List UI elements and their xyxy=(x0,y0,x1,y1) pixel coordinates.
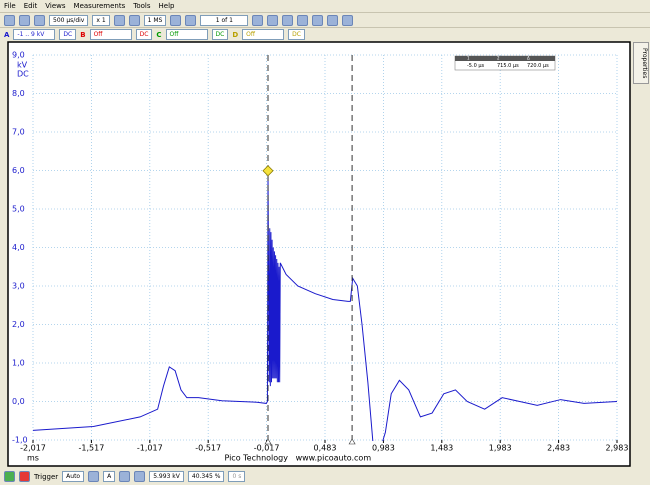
channel-coupling[interactable]: DC xyxy=(59,29,77,40)
stop-button[interactable] xyxy=(19,471,30,482)
icon[interactable] xyxy=(312,14,324,26)
y-unit: kV xyxy=(17,61,28,70)
x-tick-label: -1,017 xyxy=(137,444,163,453)
y-tick-label: 5,0 xyxy=(12,205,25,214)
buffer[interactable]: 1 of 1 xyxy=(200,14,249,26)
menu-bar: File Edit Views Measurements Tools Help xyxy=(0,0,650,13)
x-tick-label: -2,017 xyxy=(20,444,46,453)
channel-coupling[interactable]: DC xyxy=(135,29,153,40)
menu-item[interactable]: Measurements xyxy=(73,2,126,10)
icon[interactable] xyxy=(128,14,140,26)
delay[interactable]: 0 s xyxy=(228,471,246,482)
channel-coupling[interactable]: DC xyxy=(288,29,305,40)
menu-item[interactable]: Help xyxy=(158,2,175,10)
channel-coupling[interactable]: DC xyxy=(211,29,229,40)
icon[interactable] xyxy=(113,14,125,26)
ruler-header: 1 xyxy=(467,56,470,61)
channel-range[interactable]: Off xyxy=(165,29,208,40)
ruler-header: Δ xyxy=(527,56,530,61)
channel-range[interactable]: Off xyxy=(242,29,285,40)
y-tick-label: 3,0 xyxy=(12,282,25,291)
run-button[interactable] xyxy=(4,471,15,482)
status-bar: Trigger Auto A 5.993 kV 40.345 % 0 s xyxy=(0,468,650,485)
icon[interactable] xyxy=(327,14,339,26)
icon[interactable] xyxy=(170,14,182,26)
zoom[interactable]: x 1 xyxy=(92,14,110,26)
ruler-table-header xyxy=(455,56,555,61)
frame xyxy=(7,41,631,467)
icon[interactable] xyxy=(282,14,294,26)
waveform xyxy=(32,170,618,441)
icon[interactable] xyxy=(185,14,197,26)
y-tick-label: 1,0 xyxy=(12,359,25,368)
x-tick-label: 0,983 xyxy=(372,444,395,453)
y-tick-label: 7,0 xyxy=(12,128,25,137)
menu-item[interactable]: Tools xyxy=(133,2,151,10)
icon[interactable] xyxy=(252,14,264,26)
icon[interactable] xyxy=(4,14,15,26)
x-tick-label: 0,483 xyxy=(314,444,337,453)
y-tick-label: 8,0 xyxy=(12,89,25,98)
icon[interactable] xyxy=(134,471,146,482)
ruler-handle xyxy=(264,438,272,445)
x-tick-label: 2,983 xyxy=(606,444,629,453)
y-tick-label: -1,0 xyxy=(12,436,28,445)
channel-range[interactable]: Off xyxy=(89,29,132,40)
channel-name[interactable]: B xyxy=(80,30,86,39)
icon[interactable] xyxy=(342,14,354,26)
icon[interactable] xyxy=(297,14,309,26)
channel-bar: A -1 .. 9 kV DC B Off DC C Off DC D Off DC xyxy=(0,28,650,41)
trigger-level[interactable]: 5.993 kV xyxy=(149,471,184,482)
y-coupling: DC xyxy=(17,70,29,79)
icon[interactable] xyxy=(19,14,30,26)
x-tick-label: -1,517 xyxy=(79,444,105,453)
icon[interactable] xyxy=(88,471,100,482)
timebase[interactable]: 500 µs/div xyxy=(49,14,89,26)
toolbar: 500 µs/div x 1 1 MS 1 of 1 xyxy=(0,13,650,28)
ruler-value: 715.0 µs xyxy=(497,63,519,69)
y-tick-label: 2,0 xyxy=(12,320,25,329)
ruler-delta: 720.0 µs xyxy=(527,63,549,69)
y-tick-label: 0,0 xyxy=(12,397,25,406)
trigger-channel[interactable]: A xyxy=(103,471,116,482)
trigger-label: Trigger xyxy=(34,472,59,481)
menu-item[interactable]: Views xyxy=(45,2,66,10)
pretrigger[interactable]: 40.345 % xyxy=(187,471,225,482)
menu-item[interactable]: Edit xyxy=(23,2,38,10)
x-unit: ms xyxy=(27,454,39,463)
channel-name[interactable]: C xyxy=(156,30,162,39)
y-tick-label: 6,0 xyxy=(12,166,25,175)
properties-tab[interactable]: Properties xyxy=(633,42,649,84)
y-tick-label: 9,0 xyxy=(12,51,25,60)
channel-name[interactable]: A xyxy=(4,30,10,39)
icon[interactable] xyxy=(267,14,279,26)
channel-name[interactable]: D xyxy=(232,30,239,39)
x-tick-label: 1,983 xyxy=(489,444,512,453)
x-tick-label: 1,483 xyxy=(430,444,453,453)
samples[interactable]: 1 MS xyxy=(143,14,167,26)
icon[interactable] xyxy=(34,14,45,26)
icon[interactable] xyxy=(119,471,131,482)
trigger-marker xyxy=(262,165,274,177)
scope-view: -1,0 0,0 1,0 2,0 3,0 4,0 5,0 6,0 7,0 8,0 9,0 -2,017… xyxy=(7,41,631,467)
ruler-header: 2 xyxy=(497,56,500,61)
y-tick-label: 4,0 xyxy=(12,243,25,252)
x-tick-label: 2,483 xyxy=(547,444,570,453)
ruler-value: -5.0 µs xyxy=(467,63,485,69)
x-tick-label: -0,017 xyxy=(254,444,280,453)
watermark: Pico Technology www.picoauto.com xyxy=(224,454,371,463)
menu-item[interactable]: File xyxy=(4,2,16,10)
ruler-handle xyxy=(348,438,356,445)
trigger-mode[interactable]: Auto xyxy=(62,471,85,482)
x-tick-label: -0,517 xyxy=(195,444,221,453)
channel-range[interactable]: -1 .. 9 kV xyxy=(13,29,56,40)
